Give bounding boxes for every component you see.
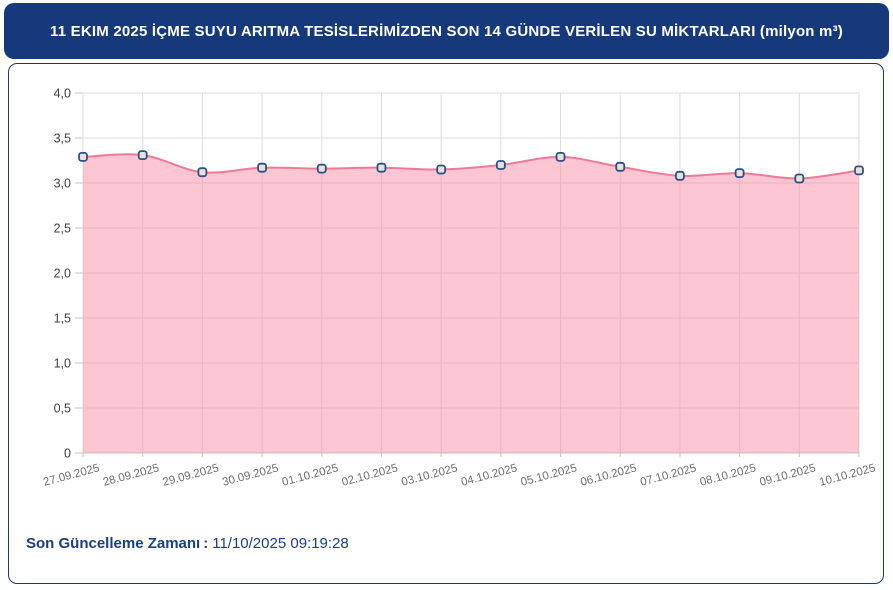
y-axis-label: 3,5 [54, 132, 71, 146]
x-axis-label: 08.10.2025 [699, 462, 758, 488]
y-axis-label: 0,5 [54, 402, 71, 416]
last-update-separator: : [203, 535, 209, 552]
x-axis-label: 02.10.2025 [341, 462, 400, 488]
chart-panel: 0 0,5 1,0 1,5 2,0 2,5 3,0 3,5 4,0 27.09.2025 28.09… [8, 63, 884, 584]
y-axis-label: 1,0 [54, 357, 71, 371]
y-axis-label: 2,0 [54, 267, 71, 281]
x-axis-label: 30.09.2025 [221, 462, 280, 488]
x-axis-label: 06.10.2025 [579, 462, 638, 488]
y-axis-label: 4,0 [54, 87, 71, 101]
data-point-marker[interactable] [197, 167, 208, 178]
data-point-marker[interactable] [794, 173, 805, 184]
last-update-value: 11/10/2025 09:19:28 [212, 535, 349, 552]
y-axis-label: 3,0 [54, 177, 71, 191]
data-point-marker[interactable] [436, 164, 447, 175]
water-supply-area-chart: 0 0,5 1,0 1,5 2,0 2,5 3,0 3,5 4,0 27.09.2025 28.09… [42, 87, 877, 489]
data-point-marker[interactable] [555, 152, 566, 162]
x-axis-label: 27.09.2025 [42, 462, 101, 488]
data-point-marker[interactable] [78, 152, 88, 162]
x-axis-label: 09.10.2025 [758, 462, 817, 488]
series-line [82, 153, 860, 180]
data-point-marker[interactable] [376, 162, 387, 173]
data-point-marker[interactable] [495, 160, 506, 170]
x-axis-label: 28.09.2025 [102, 462, 161, 488]
x-axis-label: 04.10.2025 [460, 462, 519, 488]
x-axis-label: 03.10.2025 [400, 462, 459, 488]
last-update: Son Güncelleme Zamanı:11/10/2025 09:19:2… [26, 535, 349, 552]
data-point-marker[interactable] [734, 168, 745, 178]
chart-title-banner: 11 EKIM 2025 İÇME SUYU ARITMA TESİSLERİM… [4, 3, 889, 59]
series-area-fill [83, 154, 859, 454]
y-axis-label: 0 [64, 447, 71, 461]
page-title: 11 EKIM 2025 İÇME SUYU ARITMA TESİSLERİM… [50, 22, 843, 40]
x-axis-label: 29.09.2025 [161, 462, 220, 488]
data-point-marker[interactable] [316, 163, 327, 174]
x-axis-label: 07.10.2025 [639, 462, 698, 488]
data-point-marker[interactable] [137, 150, 148, 160]
x-axis-label: 10.10.2025 [818, 462, 877, 488]
x-axis-label: 05.10.2025 [520, 462, 579, 488]
y-axis-label: 1,5 [54, 312, 71, 326]
last-update-label: Son Güncelleme Zamanı [26, 535, 201, 552]
data-point-marker[interactable] [854, 165, 864, 176]
data-point-marker[interactable] [675, 170, 685, 181]
x-axis-label: 01.10.2025 [281, 462, 340, 488]
data-point-marker[interactable] [257, 162, 267, 173]
data-point-marker[interactable] [615, 161, 626, 172]
y-axis-label: 2,5 [54, 222, 71, 236]
